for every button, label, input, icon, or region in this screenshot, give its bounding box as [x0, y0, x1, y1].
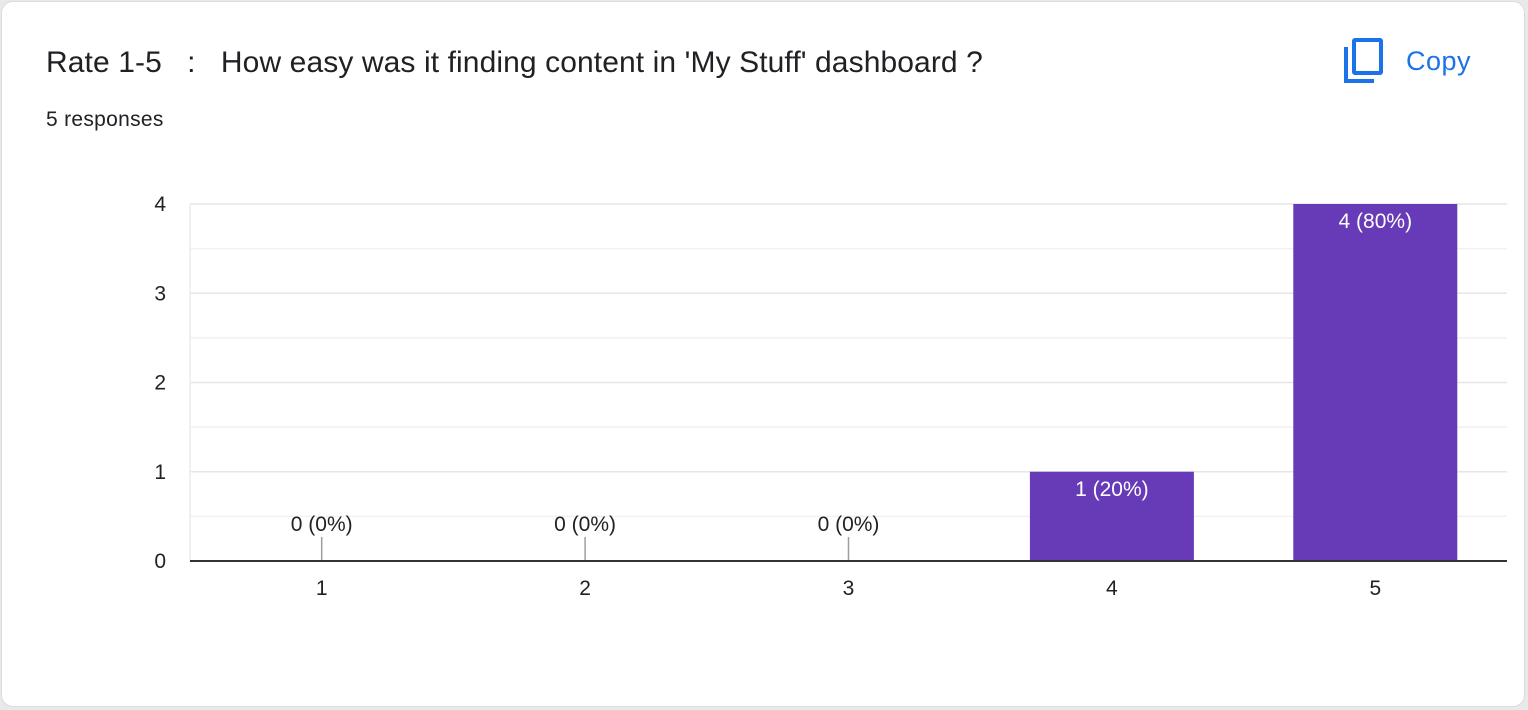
x-tick-label: 3 [843, 577, 855, 600]
copy-icon [1344, 38, 1383, 83]
y-tick-label: 4 [154, 193, 166, 216]
data-label: 0 (0%) [554, 513, 616, 536]
x-tick-label: 4 [1106, 577, 1118, 600]
question-title: Rate 1-5 : How easy was it finding conte… [46, 46, 983, 79]
y-tick-label: 3 [154, 282, 166, 305]
bar [1293, 204, 1458, 561]
y-tick-label: 1 [154, 461, 166, 484]
response-count: 5 responses [46, 108, 164, 131]
data-label: 0 (0%) [291, 513, 353, 536]
y-tick-label: 2 [154, 372, 166, 395]
data-label: 1 (20%) [1075, 478, 1149, 501]
data-label: 4 (80%) [1339, 210, 1413, 233]
y-tick-label: 0 [154, 550, 166, 573]
copy-label: Copy [1406, 45, 1472, 76]
copy-chart-button[interactable]: Copy [1342, 36, 1471, 86]
x-tick-label: 5 [1369, 577, 1381, 600]
data-label: 0 (0%) [818, 513, 880, 536]
x-tick-label: 2 [579, 577, 591, 600]
bar [1029, 471, 1194, 561]
x-tick-label: 1 [316, 577, 328, 600]
